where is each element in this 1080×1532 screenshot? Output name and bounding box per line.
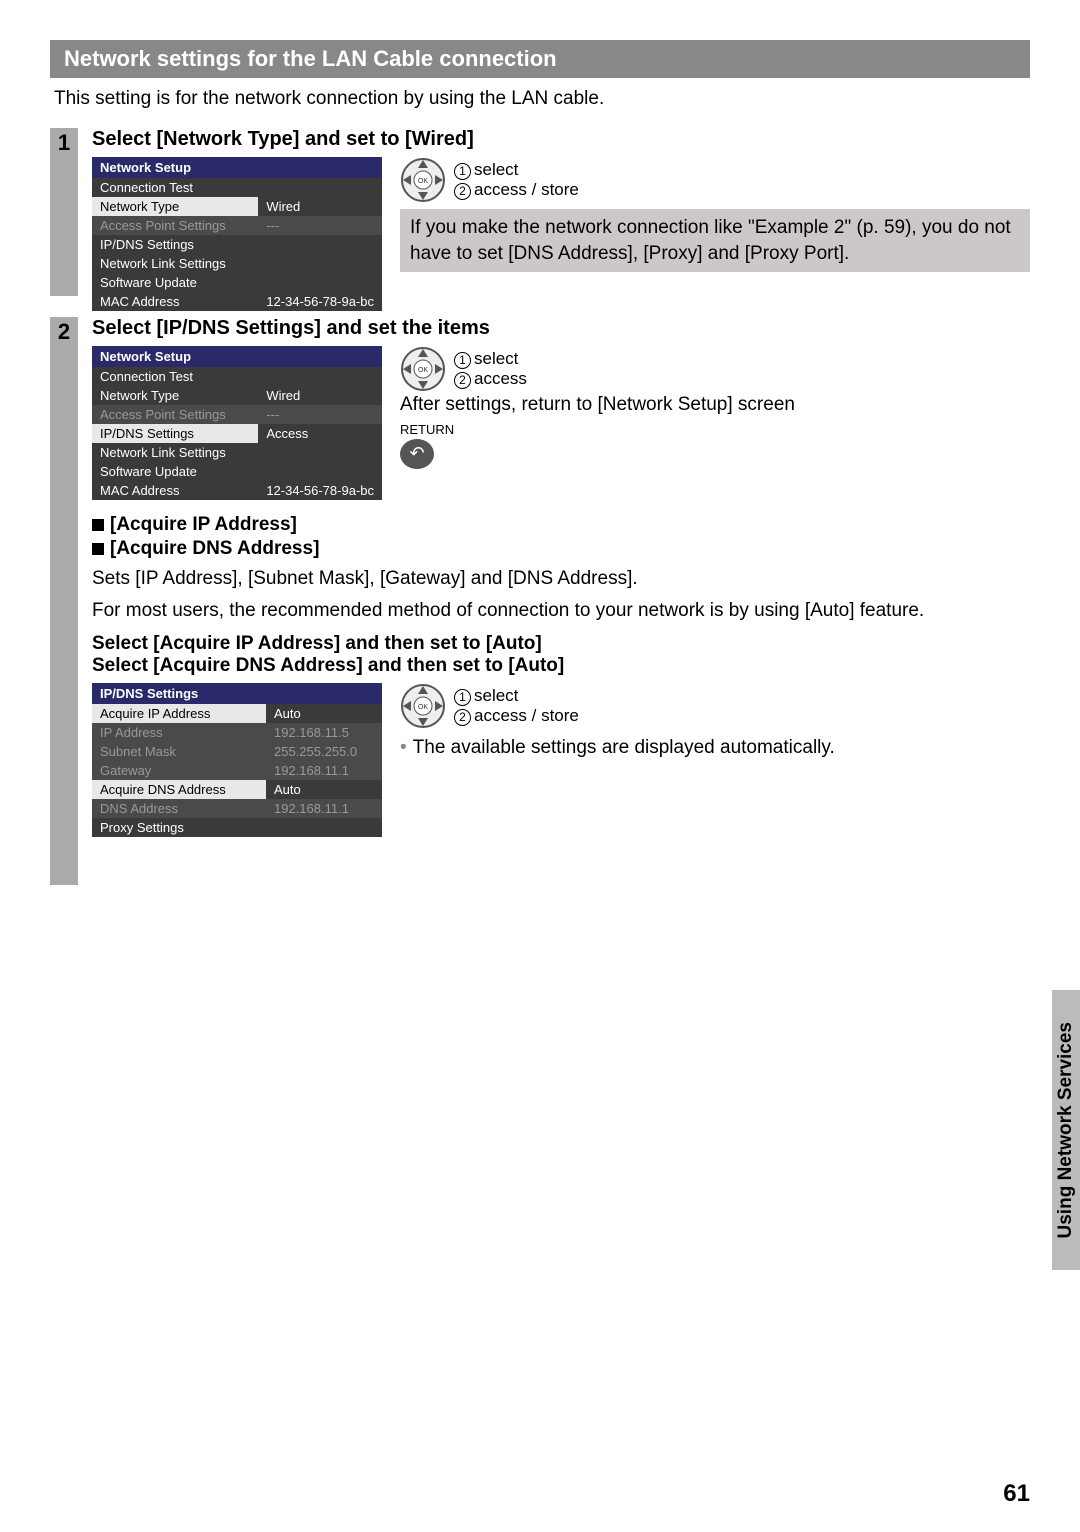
section-tab: Using Network Services [1052,990,1080,1270]
menu-title: IP/DNS Settings [92,683,382,704]
menu-row: MAC Address12-34-56-78-9a-bc [92,481,382,500]
access-store-label: 2access / store [454,706,579,726]
after-settings-text: After settings, return to [Network Setup… [400,392,1030,418]
menu-row: Access Point Settings--- [92,216,382,235]
menu-row: Subnet Mask255.255.255.0 [92,742,382,761]
step-1-number: 1 [50,128,78,296]
menu-row: Proxy Settings [92,818,382,837]
menu-row: Software Update [92,273,382,292]
ipdns-settings-menu: IP/DNS Settings Acquire IP AddressAutoIP… [92,683,382,837]
menu-row: Acquire IP AddressAuto [92,704,382,723]
return-block: RETURN ↶ [400,422,1030,469]
select-label: 1select [454,349,527,369]
menu-row: Software Update [92,462,382,481]
menu-row: MAC Address12-34-56-78-9a-bc [92,292,382,311]
menu-title: Network Setup [92,346,382,367]
return-label: RETURN [400,422,454,437]
select-dns-auto: Select [Acquire DNS Address] and then se… [92,655,1030,677]
svg-text:OK: OK [418,367,428,374]
ok-dpad-icon: OK [400,346,446,392]
page-number: 61 [1003,1480,1030,1508]
return-icon: ↶ [400,439,434,469]
step-2-heading: Select [IP/DNS Settings] and set the ite… [92,317,1030,340]
intro-text: This setting is for the network connecti… [54,88,1026,110]
menu-row: DNS Address192.168.11.1 [92,799,382,818]
auto-note: The available settings are displayed aut… [400,735,1030,761]
menu-row: Network TypeWired [92,197,382,216]
menu-row: Access Point Settings--- [92,405,382,424]
network-setup-menu-1: Network Setup Connection TestNetwork Typ… [92,157,382,311]
page-title: Network settings for the LAN Cable conne… [50,40,1030,78]
ok-dpad-icon: OK [400,683,446,729]
network-setup-menu-2: Network Setup Connection TestNetwork Typ… [92,346,382,500]
sets-text: Sets [IP Address], [Subnet Mask], [Gatew… [92,566,1030,592]
menu-row: IP/DNS SettingsAccess [92,424,382,443]
svg-text:OK: OK [418,704,428,711]
acquire-ip-heading: [Acquire IP Address] [92,514,1030,536]
menu-row: Acquire DNS AddressAuto [92,780,382,799]
step-2-number: 2 [50,317,78,885]
select-label: 1select [454,686,579,706]
select-ip-auto: Select [Acquire IP Address] and then set… [92,633,1030,655]
step-1-note: If you make the network connection like … [400,209,1030,272]
menu-row: Network Link Settings [92,254,382,273]
menu-row: Gateway192.168.11.1 [92,761,382,780]
ok-dpad-icon: OK [400,157,446,203]
recommend-text: For most users, the recommended method o… [92,598,1030,624]
acquire-dns-heading: [Acquire DNS Address] [92,538,1030,560]
select-label: 1select [454,160,579,180]
menu-row: Network Link Settings [92,443,382,462]
menu-row: Connection Test [92,178,382,197]
access-label: 2access [454,369,527,389]
menu-row: IP/DNS Settings [92,235,382,254]
menu-row: Connection Test [92,367,382,386]
svg-text:OK: OK [418,178,428,185]
menu-row: Network TypeWired [92,386,382,405]
access-store-label: 2access / store [454,180,579,200]
step-1: 1 Select [Network Type] and set to [Wire… [50,128,1030,311]
menu-row: IP Address192.168.11.5 [92,723,382,742]
step-2: 2 Select [IP/DNS Settings] and set the i… [50,317,1030,885]
menu-title: Network Setup [92,157,382,178]
step-1-heading: Select [Network Type] and set to [Wired] [92,128,1030,151]
